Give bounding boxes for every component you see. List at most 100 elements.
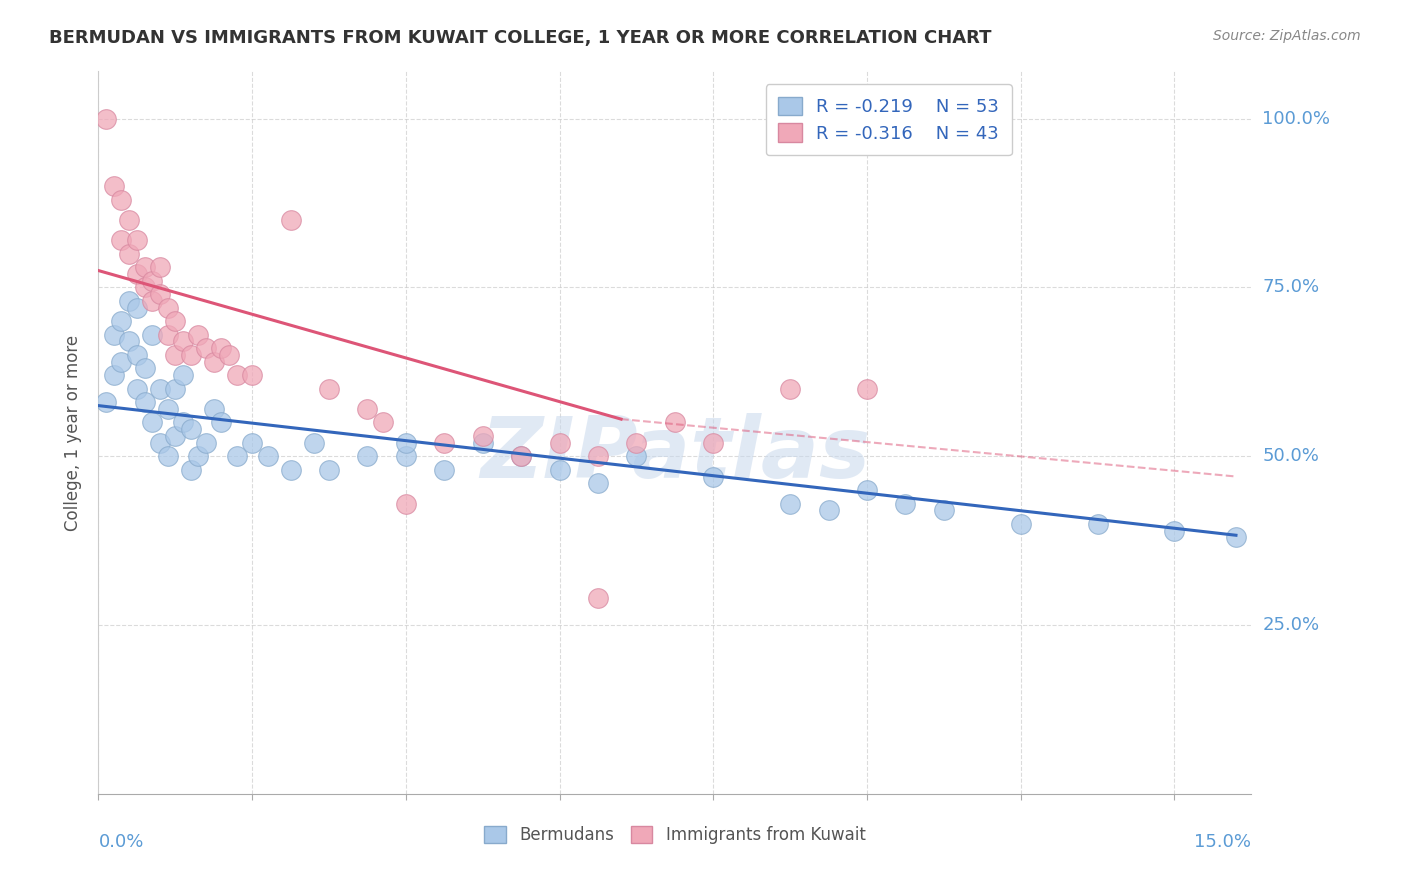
Point	[156, 402, 179, 417]
Point	[94, 395, 117, 409]
Point	[626, 435, 648, 450]
Point	[134, 280, 156, 294]
Point	[118, 213, 141, 227]
Point	[371, 416, 394, 430]
Point	[240, 435, 263, 450]
Point	[94, 112, 117, 126]
Point	[165, 348, 187, 362]
Text: 0.0%: 0.0%	[98, 833, 143, 851]
Point	[172, 368, 194, 383]
Point	[548, 463, 571, 477]
Point	[180, 463, 202, 477]
Point	[110, 314, 132, 328]
Point	[626, 449, 648, 463]
Point	[165, 429, 187, 443]
Point	[779, 496, 801, 510]
Point	[187, 449, 209, 463]
Point	[156, 449, 179, 463]
Point	[149, 287, 172, 301]
Point	[702, 435, 724, 450]
Point	[395, 435, 418, 450]
Point	[218, 348, 240, 362]
Point	[471, 429, 494, 443]
Text: 15.0%: 15.0%	[1194, 833, 1251, 851]
Point	[433, 463, 456, 477]
Point	[510, 449, 533, 463]
Point	[125, 348, 148, 362]
Point	[817, 503, 839, 517]
Point	[110, 233, 132, 247]
Text: ZIPatlas: ZIPatlas	[479, 413, 870, 496]
Point	[256, 449, 278, 463]
Point	[356, 449, 378, 463]
Point	[125, 233, 148, 247]
Point	[141, 416, 163, 430]
Point	[134, 395, 156, 409]
Text: BERMUDAN VS IMMIGRANTS FROM KUWAIT COLLEGE, 1 YEAR OR MORE CORRELATION CHART: BERMUDAN VS IMMIGRANTS FROM KUWAIT COLLE…	[49, 29, 991, 46]
Point	[156, 301, 179, 315]
Point	[471, 435, 494, 450]
Point	[586, 476, 609, 491]
Point	[280, 213, 302, 227]
Y-axis label: College, 1 year or more: College, 1 year or more	[65, 334, 83, 531]
Point	[856, 382, 879, 396]
Legend: Bermudans, Immigrants from Kuwait: Bermudans, Immigrants from Kuwait	[478, 819, 872, 851]
Point	[1010, 516, 1032, 531]
Point	[149, 382, 172, 396]
Point	[225, 449, 247, 463]
Point	[118, 246, 141, 260]
Point	[165, 314, 187, 328]
Point	[318, 463, 340, 477]
Point	[586, 449, 609, 463]
Point	[141, 274, 163, 288]
Point	[1163, 524, 1185, 538]
Point	[1087, 516, 1109, 531]
Point	[510, 449, 533, 463]
Point	[134, 361, 156, 376]
Point	[240, 368, 263, 383]
Point	[894, 496, 917, 510]
Point	[125, 267, 148, 281]
Point	[149, 260, 172, 275]
Point	[225, 368, 247, 383]
Point	[180, 422, 202, 436]
Point	[202, 355, 225, 369]
Text: 75.0%: 75.0%	[1263, 278, 1320, 296]
Point	[156, 327, 179, 342]
Point	[172, 416, 194, 430]
Point	[141, 327, 163, 342]
Point	[141, 293, 163, 308]
Point	[1225, 530, 1247, 544]
Point	[664, 416, 686, 430]
Point	[110, 193, 132, 207]
Point	[395, 496, 418, 510]
Point	[856, 483, 879, 497]
Point	[202, 402, 225, 417]
Point	[932, 503, 955, 517]
Point	[103, 179, 125, 194]
Point	[103, 368, 125, 383]
Point	[779, 382, 801, 396]
Point	[302, 435, 325, 450]
Point	[702, 469, 724, 483]
Point	[356, 402, 378, 417]
Point	[110, 355, 132, 369]
Point	[548, 435, 571, 450]
Point	[195, 341, 218, 355]
Point	[180, 348, 202, 362]
Point	[433, 435, 456, 450]
Point	[118, 293, 141, 308]
Point	[149, 435, 172, 450]
Point	[318, 382, 340, 396]
Point	[187, 327, 209, 342]
Point	[209, 341, 232, 355]
Text: 100.0%: 100.0%	[1263, 110, 1330, 128]
Point	[125, 382, 148, 396]
Point	[395, 449, 418, 463]
Point	[165, 382, 187, 396]
Point	[280, 463, 302, 477]
Point	[172, 334, 194, 349]
Point	[195, 435, 218, 450]
Point	[118, 334, 141, 349]
Point	[209, 416, 232, 430]
